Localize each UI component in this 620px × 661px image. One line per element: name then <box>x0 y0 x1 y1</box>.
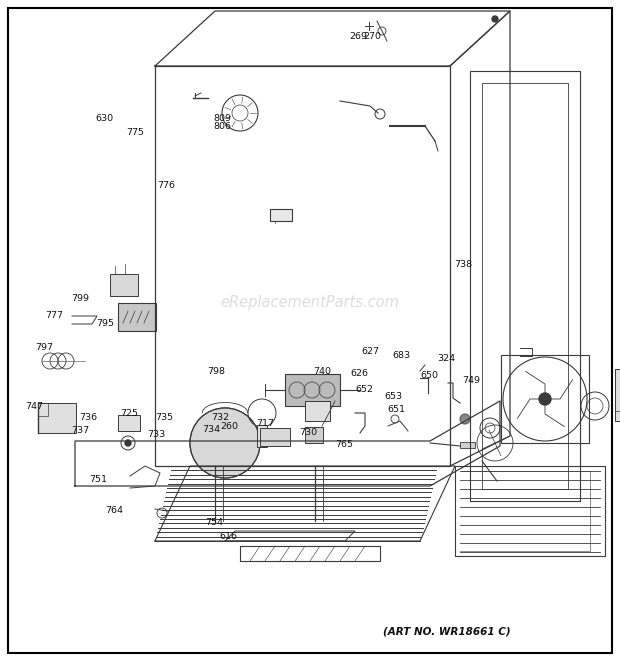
Text: 738: 738 <box>454 260 473 269</box>
Text: 797: 797 <box>35 342 54 352</box>
Text: 734: 734 <box>202 425 220 434</box>
Text: 740: 740 <box>313 367 332 376</box>
Bar <box>257 425 267 447</box>
Text: 324: 324 <box>437 354 456 363</box>
Text: 765: 765 <box>335 440 353 449</box>
Text: 795: 795 <box>96 319 115 329</box>
Text: 749: 749 <box>462 375 480 385</box>
Bar <box>118 415 140 431</box>
Text: 653: 653 <box>384 392 403 401</box>
Text: 725: 725 <box>120 408 138 418</box>
Bar <box>260 428 290 446</box>
Bar <box>118 303 156 331</box>
Text: 732: 732 <box>211 413 229 422</box>
Circle shape <box>191 409 259 477</box>
Text: 799: 799 <box>71 294 90 303</box>
Bar <box>110 274 138 296</box>
Text: 626: 626 <box>350 369 369 378</box>
Text: 733: 733 <box>147 430 166 440</box>
Text: 809: 809 <box>213 114 231 124</box>
Text: 683: 683 <box>392 351 411 360</box>
Text: 730: 730 <box>299 428 318 438</box>
Text: 270: 270 <box>363 32 381 41</box>
Text: 777: 777 <box>45 311 64 321</box>
Circle shape <box>539 393 551 405</box>
Text: 627: 627 <box>361 347 380 356</box>
Text: 798: 798 <box>206 367 225 376</box>
Bar <box>285 374 340 406</box>
Text: 260: 260 <box>220 422 239 431</box>
Text: 776: 776 <box>157 180 175 190</box>
Text: 630: 630 <box>95 114 113 124</box>
Text: eReplacementParts.com: eReplacementParts.com <box>221 295 399 311</box>
Bar <box>270 209 292 221</box>
Circle shape <box>492 16 498 22</box>
Bar <box>305 427 323 443</box>
Text: 751: 751 <box>89 475 107 484</box>
Circle shape <box>125 440 131 446</box>
Text: 754: 754 <box>205 518 223 527</box>
Text: 717: 717 <box>256 418 275 428</box>
Text: 775: 775 <box>126 128 144 137</box>
Text: 616: 616 <box>219 532 237 541</box>
Bar <box>305 401 330 421</box>
Bar <box>460 442 475 448</box>
Text: 747: 747 <box>25 402 43 411</box>
Text: 806: 806 <box>213 122 231 132</box>
Bar <box>455 466 605 556</box>
Circle shape <box>460 414 470 424</box>
Bar <box>615 369 620 421</box>
Text: 652: 652 <box>355 385 374 395</box>
Bar <box>38 403 76 433</box>
Bar <box>501 355 589 443</box>
Text: 651: 651 <box>388 405 406 414</box>
Text: 764: 764 <box>105 506 124 515</box>
Text: 737: 737 <box>71 426 90 436</box>
Text: 269: 269 <box>349 32 368 41</box>
Text: 735: 735 <box>155 413 174 422</box>
Text: 736: 736 <box>79 413 97 422</box>
Text: 650: 650 <box>420 371 438 380</box>
Text: (ART NO. WR18661 C): (ART NO. WR18661 C) <box>383 626 510 637</box>
